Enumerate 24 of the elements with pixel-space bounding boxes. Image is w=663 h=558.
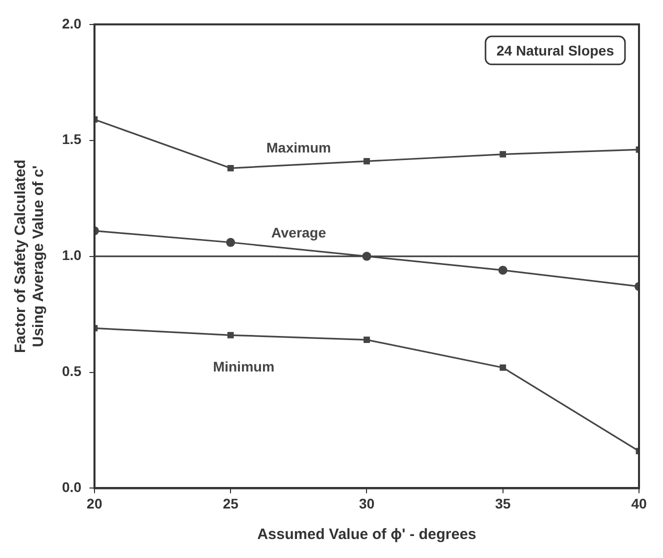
x-tick-label: 35 xyxy=(495,495,511,512)
x-axis-title: Assumed Value of ϕ' - degrees xyxy=(257,526,476,544)
point xyxy=(226,238,236,247)
x-tick-label: 40 xyxy=(631,495,647,512)
series-label: Maximum xyxy=(266,140,331,156)
x-tick-label: 30 xyxy=(358,495,375,512)
series-label: Minimum xyxy=(212,358,274,374)
annotation: 24 Natural Slopes xyxy=(496,42,614,58)
y-axis-title: Factor of Safety Calculated Using Average Value of c' xyxy=(12,160,48,353)
point xyxy=(227,332,234,338)
y-tick-label: 0.5 xyxy=(62,363,82,380)
y-tick-label: 1.0 xyxy=(62,247,82,264)
x-tick-label: 25 xyxy=(222,495,239,512)
point xyxy=(500,364,506,371)
point xyxy=(364,336,370,343)
y-tick-label: 1.5 xyxy=(62,131,82,148)
point xyxy=(500,151,506,158)
point xyxy=(498,266,508,275)
y-tick-label: 0.0 xyxy=(62,479,82,496)
series-label: Average xyxy=(271,224,326,240)
y-tick-label: 2.0 xyxy=(62,15,82,32)
point xyxy=(364,158,370,164)
point xyxy=(227,164,234,172)
x-tick-label: 20 xyxy=(86,495,102,512)
